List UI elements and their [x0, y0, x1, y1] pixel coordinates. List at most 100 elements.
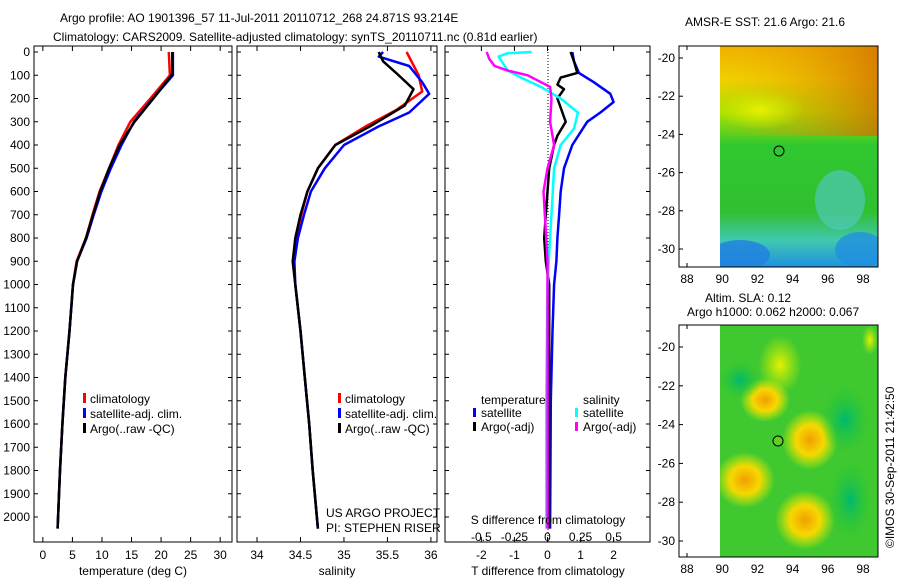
series-line-climatology [56, 51, 172, 529]
y-tick-label: 100 [10, 68, 30, 82]
series-line-satellite-adj-clim- [293, 51, 431, 529]
x-tick-label: 34.5 [289, 548, 313, 562]
y-tick-label: 1500 [3, 394, 30, 408]
map-x-tick-label: 90 [716, 272, 730, 286]
legend-label: satellite-adj. clim. [345, 407, 437, 421]
legend-label: satellite [583, 406, 624, 420]
title-line-1: Argo profile: AO 1901396_57 11-Jul-2011 … [60, 11, 458, 25]
x-tick-label: 34 [250, 548, 264, 562]
map-y-tick-label: -28 [658, 204, 676, 218]
x-tick-label: 36 [424, 548, 438, 562]
map-y-tick-label: -28 [658, 495, 676, 509]
x-tick-label: -1 [509, 548, 520, 562]
x-tick-label: 5 [69, 548, 76, 562]
y-tick-label: 200 [10, 92, 30, 106]
series-line-argo-raw-qc- [56, 52, 174, 529]
y-tick-label: 600 [10, 185, 30, 199]
legend-swatch-climatology [83, 393, 86, 403]
x-tick-label: 10 [95, 548, 109, 562]
legend-swatch-climatology [338, 393, 341, 403]
y-tick-label: 700 [10, 208, 30, 222]
legend-label: satellite [481, 406, 522, 420]
legend-label: Argo(-adj) [481, 420, 534, 434]
salinity-panel-frame [236, 45, 438, 543]
y-tick-label: 1400 [3, 371, 30, 385]
map-x-tick-label: 92 [751, 272, 765, 286]
y-tick-label: 500 [10, 161, 30, 175]
map-y-tick-label: -20 [658, 51, 676, 65]
sla-map-title-1: Altim. SLA: 0.12 [705, 291, 791, 305]
y-tick-label: 1700 [3, 440, 30, 454]
x-tick-label: 35 [337, 548, 351, 562]
map-x-tick-label: 90 [716, 562, 730, 576]
map-y-tick-label: -26 [658, 456, 676, 470]
x-tick-label: 20 [154, 548, 168, 562]
x-tick-label: 2 [610, 548, 617, 562]
legend-label: Argo(-adj) [583, 420, 636, 434]
x2-tick-label: 0.25 [569, 530, 593, 544]
legend-swatch-s-argo [575, 422, 578, 431]
argo-location-marker [773, 145, 785, 157]
map-y-tick-label: -22 [658, 89, 676, 103]
map-x-tick-label: 92 [751, 562, 765, 576]
series-line-argo-raw-qc- [291, 51, 415, 529]
legend-swatch-s-satellite [575, 408, 578, 417]
x2-tick-label: 0 [544, 530, 551, 544]
legend-label: climatology [90, 392, 150, 406]
map-x-tick-label: 88 [680, 562, 694, 576]
map-y-tick-label: -24 [658, 127, 676, 141]
salinity-legend: climatology satellite-adj. clim. Argo(..… [338, 392, 437, 436]
y-tick-label: 1200 [3, 324, 30, 338]
y-tick-label: 1000 [3, 278, 30, 292]
map-y-tick-label: -26 [658, 166, 676, 180]
legend-swatch-satellite [83, 408, 86, 418]
legend-label: Argo(..raw -QC) [345, 422, 430, 436]
map-y-tick-label: -20 [658, 340, 676, 354]
x-tick-label: 0 [544, 548, 551, 562]
x-tick-label: 1 [577, 548, 584, 562]
legend-label: satellite-adj. clim. [90, 407, 182, 421]
series-line-s-satellite [497, 50, 580, 529]
sla-map-title-2: Argo h1000: 0.062 h2000: 0.067 [687, 305, 859, 319]
legend-label: Argo(..raw -QC) [90, 422, 175, 436]
y-tick-label: 1900 [3, 487, 30, 501]
legend-label: climatology [345, 392, 405, 406]
x2-tick-label: 0.5 [605, 530, 622, 544]
legend-swatch-t-argo [473, 422, 476, 431]
map-x-tick-label: 96 [821, 562, 835, 576]
y-tick-label: 1800 [3, 464, 30, 478]
argo-location-marker [772, 435, 784, 447]
legend-title-temperature: temperature [481, 393, 546, 407]
y-tick-label: 900 [10, 254, 30, 268]
series-line-s-argo-adj- [485, 51, 556, 529]
legend-swatch-t-satellite [473, 408, 476, 417]
sst-map-title: AMSR-E SST: 21.6 Argo: 21.6 [685, 15, 845, 29]
sla-map-field [720, 325, 878, 557]
y-tick-label: 1600 [3, 417, 30, 431]
x-tick-label: 15 [125, 548, 139, 562]
timestamp-label: ©IMOS 30-Sep-2011 21:42:50 [883, 386, 897, 548]
x-tick-label: 0 [40, 548, 47, 562]
salinity-xlabel: salinity [319, 564, 356, 578]
x2-tick-label: -0.25 [501, 530, 529, 544]
s-difference-xlabel: S difference from climatology [471, 513, 626, 527]
series-line-t-argo-adj- [542, 51, 579, 529]
sst-map-field [720, 46, 878, 267]
map-y-tick-label: -22 [658, 379, 676, 393]
map-x-tick-label: 88 [680, 272, 694, 286]
temperature-xlabel: temperature (deg C) [79, 564, 187, 578]
y-tick-label: 400 [10, 138, 30, 152]
map-x-tick-label: 98 [856, 562, 870, 576]
project-credit: US ARGO PROJECT [326, 506, 441, 520]
map-x-tick-label: 96 [821, 272, 835, 286]
temperature-panel-frame [33, 45, 233, 543]
x-tick-label: 35.5 [376, 548, 400, 562]
map-x-tick-label: 98 [856, 272, 870, 286]
title-line-2: Climatology: CARS2009. Satellite-adjuste… [53, 30, 537, 44]
x2-tick-label: -0.5 [471, 530, 492, 544]
pi-credit: PI: STEPHEN RISER [326, 521, 441, 535]
map-y-tick-label: -24 [658, 418, 676, 432]
t-difference-xlabel: T difference from climatology [471, 564, 625, 578]
difference-legend: temperature satellite Argo(-adj) salinit… [473, 393, 636, 434]
